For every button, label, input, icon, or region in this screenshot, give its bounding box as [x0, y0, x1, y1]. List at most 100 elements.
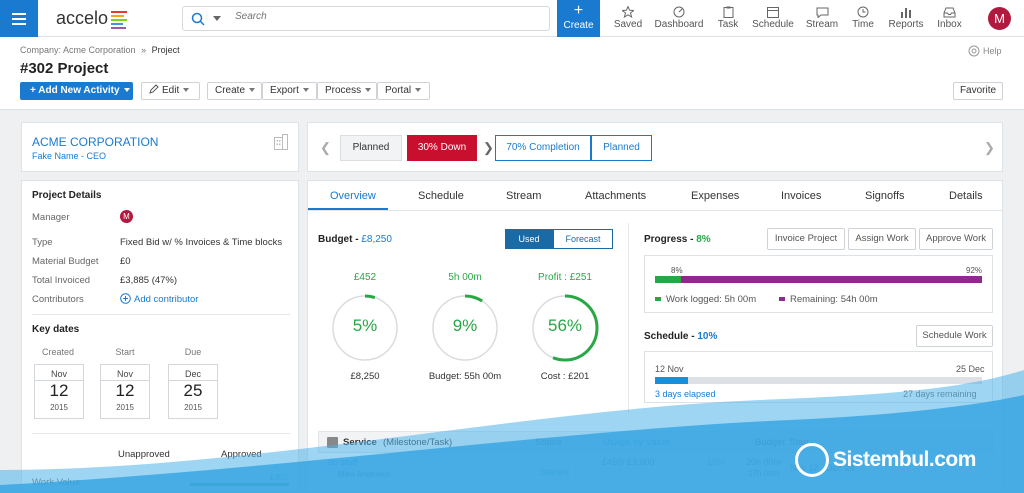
gauge-1-percent: 5% [352, 316, 378, 335]
tab-bar: Overview Schedule Stream Attachments Exp… [308, 181, 1002, 211]
tab-stream[interactable]: Stream [506, 190, 542, 202]
process-button[interactable]: Process [317, 82, 377, 100]
progress-title-label: Progress - [644, 234, 694, 245]
manager-avatar[interactable]: M [120, 210, 133, 223]
nav-reports-label: Reports [888, 19, 924, 30]
company-contact[interactable]: Fake Name - CEO [32, 151, 107, 161]
collapse-icon[interactable] [327, 437, 338, 448]
help-icon [968, 45, 980, 57]
nav-saved[interactable]: Saved [610, 0, 646, 37]
stage-planned[interactable]: Planned [340, 135, 402, 161]
nav-reports[interactable]: Reports [885, 0, 927, 37]
service-row-name[interactable]: do stuff [328, 457, 358, 467]
nav-task-label: Task [717, 19, 739, 30]
chevron-down-icon [415, 88, 422, 93]
nav-dashboard[interactable]: Dashboard [653, 0, 705, 37]
tab-overview[interactable]: Overview [330, 190, 376, 202]
legend-logged-swatch [655, 297, 661, 302]
nav-inbox[interactable]: Inbox [933, 0, 966, 37]
tab-expenses[interactable]: Expenses [691, 190, 740, 202]
project-details-heading: Project Details [32, 190, 102, 201]
add-activity-button[interactable]: + Add New Activity [20, 82, 133, 100]
stage-completion[interactable]: 70% Completion [495, 135, 591, 161]
start-date[interactable]: Nov 12 2015 [100, 364, 150, 419]
assign-work-button[interactable]: Assign Work [848, 228, 916, 250]
portal-button[interactable]: Portal [377, 82, 430, 100]
nav-stream[interactable]: Stream [803, 0, 841, 37]
tab-attachments[interactable]: Attachments [585, 190, 647, 202]
gauge-3-bottom: Cost : £201 [540, 371, 590, 382]
gauge-1-top: £452 [353, 272, 377, 283]
stage-planned-next[interactable]: Planned [591, 135, 652, 161]
created-year: 2015 [50, 403, 68, 412]
invoice-project-button[interactable]: Invoice Project [767, 228, 845, 250]
nav-task[interactable]: Task [713, 0, 743, 37]
project-details-panel: Project Details Manager M Type Fixed Bid… [21, 180, 299, 493]
calendar-icon [750, 0, 796, 18]
stage-down-status[interactable]: 30% Down [407, 135, 477, 161]
star-icon [610, 0, 646, 18]
brand-logo[interactable]: accelo [56, 8, 128, 29]
active-tab-indicator [308, 208, 388, 210]
add-contributor-link[interactable]: Add contributor [120, 293, 198, 305]
favorite-button[interactable]: Favorite [953, 82, 1003, 100]
watermark-logo-icon [795, 443, 829, 477]
export-button[interactable]: Export [262, 82, 317, 100]
chevron-right-icon[interactable]: ❯ [984, 140, 995, 155]
progress-percent: 8% [696, 234, 711, 245]
gauge-3-top: Profit : £251 [538, 272, 592, 283]
work-value-amount: £452 [270, 473, 288, 482]
tab-signoffs[interactable]: Signoffs [865, 190, 905, 202]
search-input[interactable] [235, 11, 535, 22]
forecast-toggle[interactable]: Forecast [553, 229, 613, 249]
profit-gauge: 56% [530, 293, 600, 363]
status-column[interactable]: Status [535, 437, 562, 448]
schedule-remaining-text: 27 days remaining [903, 389, 977, 399]
plus-circle-icon [120, 293, 131, 304]
total-invoiced-value: £3,885 (47%) [120, 275, 178, 286]
budget-title-label: Budget - [318, 234, 359, 245]
usage-column[interactable]: Usage by Value [603, 437, 670, 448]
breadcrumb-company[interactable]: Company: Acme Corporation [20, 45, 136, 55]
schedule-start-date: 12 Nov [655, 364, 684, 374]
nav-time[interactable]: Time [848, 0, 878, 37]
tab-schedule[interactable]: Schedule [418, 190, 464, 202]
service-column-sub: (Milestone/Task) [383, 437, 453, 448]
top-bar: accelo + Create Saved Dashboard Task Sch… [0, 0, 1024, 37]
due-year: 2015 [184, 403, 202, 412]
service-column[interactable]: Service [343, 437, 377, 448]
total-invoiced-label: Total Invoiced [32, 275, 91, 286]
company-name[interactable]: ACME CORPORATION [32, 135, 159, 149]
nav-schedule-label: Schedule [752, 19, 794, 30]
chevron-left-icon[interactable]: ❮ [320, 140, 331, 155]
user-avatar[interactable]: M [988, 7, 1011, 30]
start-month: Nov [116, 369, 133, 379]
created-date[interactable]: Nov 12 2015 [34, 364, 84, 419]
material-budget-value: £0 [120, 256, 131, 267]
material-budget-label: Material Budget [32, 256, 99, 267]
budget-amount: £8,250 [361, 234, 392, 245]
chevron-down-icon [302, 88, 309, 93]
tab-details[interactable]: Details [949, 190, 983, 202]
schedule-box: 12 Nov 25 Dec 3 days elapsed 27 days rem… [644, 351, 993, 403]
search-type-caret-icon[interactable] [213, 16, 221, 21]
approve-work-button[interactable]: Approve Work [919, 228, 993, 250]
nav-saved-label: Saved [613, 19, 643, 30]
create-button[interactable]: + Create [557, 0, 600, 37]
search-box[interactable] [182, 6, 550, 31]
menu-icon[interactable] [0, 0, 38, 37]
schedule-work-button[interactable]: Schedule Work [916, 325, 993, 347]
inbox-icon [933, 0, 966, 18]
legend-logged: Work logged: 5h 00m [655, 294, 756, 305]
tab-invoices[interactable]: Invoices [781, 190, 822, 202]
due-date[interactable]: Dec 25 2015 [168, 364, 218, 419]
search-icon[interactable] [191, 12, 205, 26]
help-link[interactable]: Help [968, 45, 1002, 57]
edit-button[interactable]: Edit [141, 82, 200, 100]
create-menu-button[interactable]: Create [207, 82, 262, 100]
budget-column[interactable]: Budget [755, 437, 786, 448]
used-toggle[interactable]: Used [505, 229, 553, 249]
nav-schedule[interactable]: Schedule [750, 0, 796, 37]
gauge-fill [531, 294, 599, 362]
export-label: Export [270, 85, 299, 96]
